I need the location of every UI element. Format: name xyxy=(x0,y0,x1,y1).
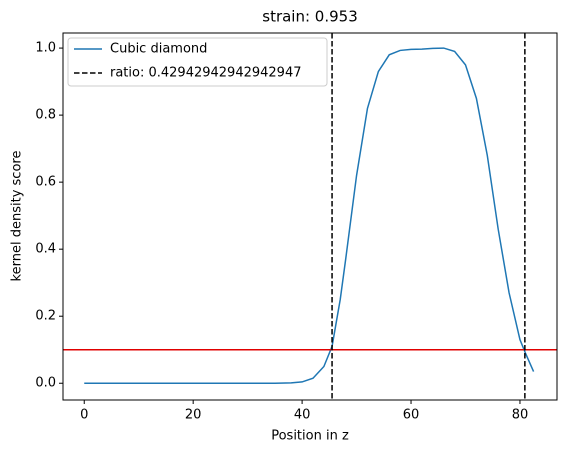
y-tick-label: 0.8 xyxy=(35,108,56,123)
x-axis-label: Position in z xyxy=(271,429,349,444)
legend-box xyxy=(67,37,328,87)
y-tick-label: 0.6 xyxy=(35,175,56,190)
x-tick-label: 40 xyxy=(294,408,311,423)
y-tick-label: 1.0 xyxy=(35,41,56,56)
plot-frame xyxy=(62,32,558,401)
chart-title: strain: 0.953 xyxy=(262,8,358,26)
x-tick-label: 0 xyxy=(80,408,88,423)
y-tick-label: 0.4 xyxy=(35,242,56,257)
y-tick-label: 0.2 xyxy=(35,309,56,324)
x-tick-label: 20 xyxy=(185,408,202,423)
y-tick-label: 0.0 xyxy=(35,376,56,391)
x-tick-label: 60 xyxy=(403,408,420,423)
legend-label: Cubic diamond xyxy=(110,42,207,57)
legend-label: ratio: 0.42942942942942947 xyxy=(110,66,302,81)
x-tick-label: 80 xyxy=(512,408,529,423)
line xyxy=(84,47,535,384)
y-axis-label: kernel density score xyxy=(10,151,25,282)
